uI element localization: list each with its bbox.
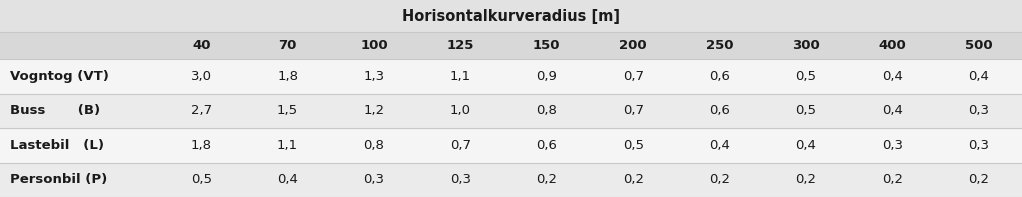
- Text: 0,3: 0,3: [364, 173, 384, 186]
- Text: 0,7: 0,7: [622, 104, 644, 117]
- Text: 1,8: 1,8: [191, 139, 212, 152]
- Text: 0,6: 0,6: [709, 70, 730, 83]
- Text: 3,0: 3,0: [191, 70, 212, 83]
- Text: 1,2: 1,2: [364, 104, 384, 117]
- Text: 0,7: 0,7: [622, 70, 644, 83]
- Text: 0,5: 0,5: [795, 70, 817, 83]
- Text: 300: 300: [792, 39, 820, 52]
- Text: 1,0: 1,0: [450, 104, 471, 117]
- Bar: [0, 32, 1022, 59]
- Text: Personbil (P): Personbil (P): [10, 173, 107, 186]
- Text: 1,5: 1,5: [277, 104, 298, 117]
- Text: 0,2: 0,2: [537, 173, 557, 186]
- Text: 0,4: 0,4: [882, 104, 902, 117]
- Text: 0,5: 0,5: [191, 173, 212, 186]
- Text: 0,3: 0,3: [882, 139, 902, 152]
- Text: 0,7: 0,7: [450, 139, 471, 152]
- Bar: [0, 128, 1022, 163]
- Text: 0,8: 0,8: [537, 104, 557, 117]
- Text: 0,4: 0,4: [277, 173, 298, 186]
- Text: 0,4: 0,4: [709, 139, 730, 152]
- Text: 0,8: 0,8: [364, 139, 384, 152]
- Text: 125: 125: [447, 39, 474, 52]
- Text: 150: 150: [533, 39, 560, 52]
- Text: 200: 200: [619, 39, 647, 52]
- Text: 0,2: 0,2: [795, 173, 817, 186]
- Text: 2,7: 2,7: [191, 104, 212, 117]
- Text: Buss       (B): Buss (B): [10, 104, 100, 117]
- Text: 1,8: 1,8: [277, 70, 298, 83]
- Text: 40: 40: [192, 39, 211, 52]
- Bar: [0, 163, 1022, 197]
- Text: Lastebil   (L): Lastebil (L): [10, 139, 104, 152]
- Text: 0,6: 0,6: [709, 104, 730, 117]
- Text: 0,2: 0,2: [622, 173, 644, 186]
- Text: 0,4: 0,4: [795, 139, 817, 152]
- Text: 0,3: 0,3: [968, 104, 989, 117]
- Text: 0,9: 0,9: [537, 70, 557, 83]
- Text: 0,5: 0,5: [795, 104, 817, 117]
- Text: Vogntog (VT): Vogntog (VT): [10, 70, 109, 83]
- Text: 70: 70: [278, 39, 296, 52]
- Text: 1,1: 1,1: [277, 139, 298, 152]
- Bar: [0, 0, 1022, 32]
- Text: 100: 100: [360, 39, 387, 52]
- Text: 500: 500: [965, 39, 992, 52]
- Text: 0,3: 0,3: [450, 173, 471, 186]
- Text: 0,4: 0,4: [969, 70, 989, 83]
- Bar: [0, 59, 1022, 94]
- Text: 0,2: 0,2: [968, 173, 989, 186]
- Text: Horisontalkurveradius [m]: Horisontalkurveradius [m]: [402, 8, 620, 23]
- Text: 0,3: 0,3: [968, 139, 989, 152]
- Text: 0,2: 0,2: [709, 173, 730, 186]
- Text: 0,6: 0,6: [537, 139, 557, 152]
- Text: 0,2: 0,2: [882, 173, 902, 186]
- Text: 1,3: 1,3: [364, 70, 384, 83]
- Text: 400: 400: [879, 39, 907, 52]
- Text: 0,4: 0,4: [882, 70, 902, 83]
- Bar: [0, 94, 1022, 128]
- Text: 0,5: 0,5: [622, 139, 644, 152]
- Text: 1,1: 1,1: [450, 70, 471, 83]
- Text: 250: 250: [706, 39, 734, 52]
